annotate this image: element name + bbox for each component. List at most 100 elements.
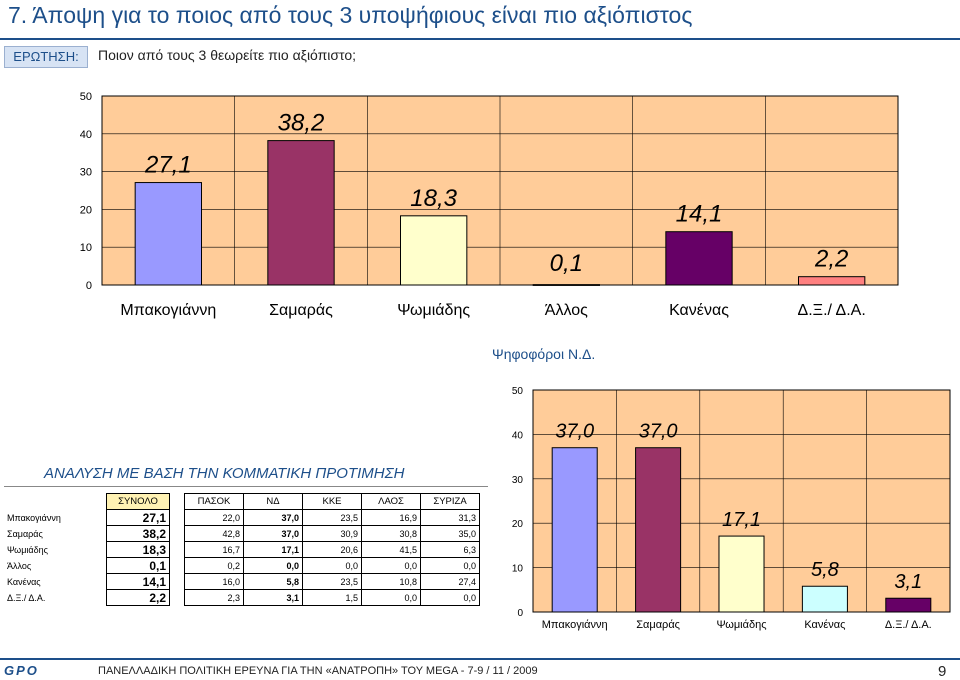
row-value: 1,5: [302, 589, 362, 606]
row-value: 23,5: [302, 509, 362, 526]
header-party: ΝΔ: [243, 493, 303, 510]
y-tick-label: 50: [80, 91, 92, 103]
y-tick-label: 40: [512, 430, 524, 441]
row-value: 16,9: [361, 509, 421, 526]
row-label: Άλλος: [7, 560, 32, 571]
y-tick-label: 50: [512, 386, 524, 397]
table-row: Σαμαράς 38,2 42,8 37,0 30,9 30,8 35,0: [4, 525, 480, 542]
question-label: ΕΡΩΤΗΣΗ:: [4, 46, 88, 68]
row-value: 0,0: [420, 557, 480, 574]
row-value: 30,9: [302, 525, 362, 542]
table-header-row: ΣΥΝΟΛΟ ΠΑΣΟΚ ΝΔ ΚΚΕ ΛΑΟΣ ΣΥΡΙΖΑ: [4, 493, 480, 510]
nd-voters-bar-chart: 0 10 20 30 40 50 37,0 Μπακογιάννη 37,0 Σαμαράς 17,…: [512, 386, 951, 631]
data-label: 14,1: [676, 201, 723, 228]
data-label: 18,3: [410, 185, 457, 212]
header-empty: [4, 494, 107, 510]
table-row: Κανένας 14,1 16,0 5,8 23,5 10,8 27,4: [4, 573, 480, 590]
data-label: 2,2: [814, 246, 848, 273]
y-tick-label: 0: [517, 608, 523, 619]
bar: [801, 585, 848, 613]
x-tick-label: Σαμαράς: [269, 302, 333, 319]
x-tick-label: Σαμαράς: [636, 619, 680, 631]
row-total: 18,3: [106, 541, 170, 558]
row-value: 20,6: [302, 541, 362, 558]
row-value: 0,2: [184, 557, 244, 574]
row-value: 41,5: [361, 541, 421, 558]
row-value: 5,8: [243, 573, 303, 590]
row-value: 0,0: [243, 557, 303, 574]
footer-text: ΠΑΝΕΛΛΑΔΙΚΗ ΠΟΛΙΤΙΚΗ ΕΡΕΥΝΑ ΓΙΑ ΤΗΝ «ΑΝΑ…: [98, 665, 538, 677]
row-label: Μπακογιάννη: [7, 512, 61, 523]
bar: [400, 215, 468, 286]
gpo-logo: GPO: [4, 663, 39, 678]
row-gap: [170, 574, 185, 590]
bar: [635, 447, 682, 613]
page-number: 9: [938, 663, 947, 680]
data-label: 5,8: [811, 559, 839, 581]
x-tick-label: Δ.Ξ./ Δ.Α.: [798, 302, 866, 319]
data-label: 38,2: [278, 110, 325, 137]
question-text: Ποιον από τους 3 θεωρείτε πιο αξιόπιστο;: [98, 47, 357, 63]
row-value: 10,8: [361, 573, 421, 590]
data-label: 3,1: [894, 571, 922, 593]
row-value: 3,1: [243, 589, 303, 606]
page-title: 7. Άποψη για το ποιος από τους 3 υποψήφι…: [8, 2, 693, 28]
nd-chart-title: Ψηφοφόροι Ν.Δ.: [492, 346, 596, 362]
overall-bar-chart: 0 10 20 30 40 50 27,1 Μπακογιάννη 38,2 Σαμαράς 18,…: [80, 91, 899, 319]
row-value: 31,3: [420, 509, 480, 526]
row-total: 0,1: [106, 557, 170, 574]
footer-rule: [0, 658, 960, 660]
row-gap: [170, 526, 185, 542]
row-value: 0,0: [361, 557, 421, 574]
row-value: 6,3: [420, 541, 480, 558]
row-value: 23,5: [302, 573, 362, 590]
y-tick-label: 10: [80, 242, 92, 254]
bar: [798, 276, 866, 286]
table-row: Μπακογιάννη 27,1 22,0 37,0 23,5 16,9 31,3: [4, 509, 480, 526]
row-value: 0,0: [302, 557, 362, 574]
x-tick-label: Κανένας: [669, 302, 729, 319]
row-gap: [170, 558, 185, 574]
row-value: 17,1: [243, 541, 303, 558]
y-tick-label: 30: [80, 167, 92, 179]
row-label: Ψωμιάδης: [7, 544, 48, 555]
bar: [885, 597, 932, 613]
bar: [532, 284, 601, 286]
y-tick-label: 30: [512, 475, 524, 486]
title-rule: [0, 38, 960, 40]
table-row: Ψωμιάδης 18,3 16,7 17,1 20,6 41,5 6,3: [4, 541, 480, 558]
row-value: 16,0: [184, 573, 244, 590]
bar: [718, 535, 765, 613]
row-total: 14,1: [106, 573, 170, 590]
row-label: Σαμαράς: [7, 528, 43, 539]
row-value: 0,0: [420, 589, 480, 606]
row-value: 27,4: [420, 573, 480, 590]
header-party: ΛΑΟΣ: [361, 493, 421, 510]
data-label: 27,1: [144, 152, 192, 179]
row-gap: [170, 590, 185, 606]
row-total: 2,2: [106, 589, 170, 606]
row-value: 0,0: [361, 589, 421, 606]
x-tick-label: Άλλος: [545, 302, 588, 319]
row-value: 2,3: [184, 589, 244, 606]
header-party: ΣΥΡΙΖΑ: [420, 493, 480, 510]
x-tick-label: Μπακογιάννη: [120, 302, 216, 319]
row-value: 37,0: [243, 509, 303, 526]
bar: [267, 140, 335, 286]
header-party: ΠΑΣΟΚ: [184, 493, 244, 510]
x-tick-label: Ψωμιάδης: [397, 302, 470, 319]
bar: [665, 231, 733, 286]
data-label: 37,0: [639, 421, 678, 443]
party-breakdown-table: ΣΥΝΟΛΟ ΠΑΣΟΚ ΝΔ ΚΚΕ ΛΑΟΣ ΣΥΡΙΖΑ Μπακογιά…: [4, 493, 480, 606]
y-tick-label: 20: [80, 204, 92, 216]
x-tick-label: Δ.Ξ./ Δ.Α.: [885, 619, 932, 631]
row-value: 42,8: [184, 525, 244, 542]
bar: [551, 447, 598, 613]
y-tick-label: 20: [512, 519, 524, 530]
row-total: 27,1: [106, 509, 170, 526]
data-label: 37,0: [555, 421, 594, 443]
row-value: 35,0: [420, 525, 480, 542]
data-label: 0,1: [550, 250, 583, 277]
row-label: Κανένας: [7, 576, 41, 587]
header-total: ΣΥΝΟΛΟ: [106, 493, 170, 510]
